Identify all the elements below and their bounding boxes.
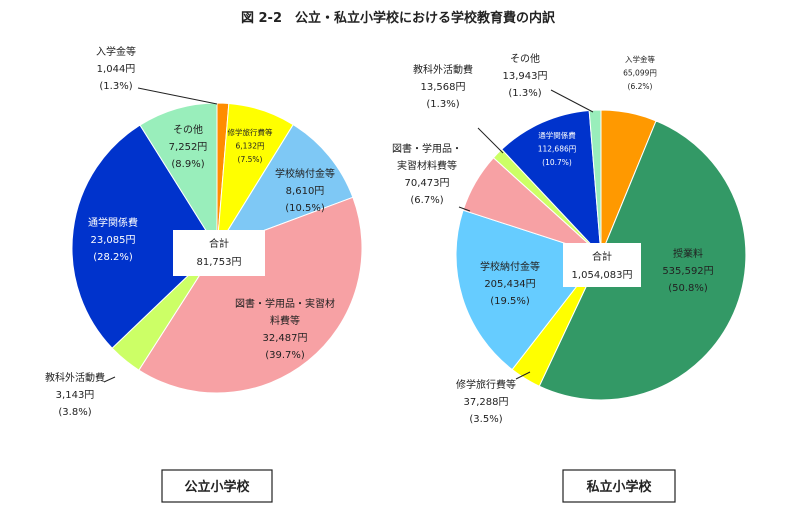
slice-label: その他 7,252円 (8.9%)	[169, 123, 208, 170]
slice-label-line: 修学旅行費等	[228, 127, 273, 137]
slice-label-line: 32,487円	[263, 333, 308, 344]
slice-label-line: 実習材料費等	[397, 159, 457, 172]
slice-label-line: 授業料	[673, 247, 703, 260]
slice-label-line: (6.7%)	[410, 195, 443, 206]
total-label: 合計	[592, 250, 612, 263]
caption-box	[562, 469, 676, 503]
slice-label-line: (1.3%)	[99, 81, 132, 92]
slice-label-line: 修学旅行費等	[456, 378, 516, 391]
slice-label: 入学金等 65,099円 (6.2%)	[623, 54, 657, 91]
slice-label: 教科外活動費 13,568円 (1.3%)	[413, 63, 473, 110]
total-box	[173, 230, 265, 276]
slice-label-line: 学校納付金等	[275, 167, 335, 180]
total-box	[563, 243, 641, 287]
slice-label-line: (3.8%)	[58, 407, 91, 418]
slice-label: 入学金等 1,044円 (1.3%)	[96, 45, 136, 92]
slice-label-line: 37,288円	[464, 397, 509, 408]
slice-label-line: 13,568円	[421, 82, 466, 93]
slice-label: 修学旅行費等 37,288円 (3.5%)	[456, 378, 516, 425]
slice-label-line: 70,473円	[405, 178, 450, 189]
slice-label: 学校納付金等 8,610円 (10.5%)	[275, 167, 335, 214]
slice-label-line: (1.3%)	[426, 99, 459, 110]
figure-title: 図 2-2 公立・私立小学校における学校教育費の内訳	[241, 10, 556, 26]
slice-label-line: 図書・学用品・	[392, 142, 462, 155]
caption-box	[161, 469, 273, 503]
slice-label: 修学旅行費等 6,132円 (7.5%)	[228, 127, 273, 164]
pie-slice	[71, 124, 218, 349]
pie-slice	[139, 102, 218, 250]
total-value: 81,753円	[197, 257, 242, 268]
slice-label-line: 65,099円	[623, 69, 657, 78]
slice-label-line: 料費等	[270, 314, 300, 327]
slice-label-line: (8.9%)	[171, 159, 204, 170]
slice-label-line: 学校納付金等	[480, 260, 540, 273]
slice-label: 教科外活動費 3,143円 (3.8%)	[45, 371, 105, 418]
slice-label: 通学関係費 23,085円 (28.2%)	[88, 216, 138, 263]
slice-label-line: 教科外活動費	[45, 371, 105, 384]
leader-line	[550, 89, 594, 113]
slice-label: 通学関係費 112,686円 (10.7%)	[538, 130, 577, 167]
slice-label-line: 535,592円	[662, 266, 713, 277]
leader-line	[137, 87, 218, 105]
slice-label-line: 23,085円	[91, 235, 136, 246]
slice-label-line: (10.5%)	[285, 203, 325, 214]
leader-line	[515, 371, 531, 380]
slice-label-line: 13,943円	[503, 71, 548, 82]
slice-label-line: (50.8%)	[668, 283, 708, 294]
slice-label-line: (19.5%)	[490, 296, 530, 307]
chart-caption: 私立小学校	[586, 479, 652, 495]
slice-label-line: 入学金等	[625, 54, 655, 64]
slice-label-line: その他	[173, 123, 203, 136]
slice-label-line: 7,252円	[169, 142, 208, 153]
slice-label-line: (6.2%)	[628, 82, 653, 91]
slice-label-line: 6,132円	[236, 142, 265, 151]
total-label: 合計	[209, 237, 229, 250]
pie-slice	[538, 120, 747, 401]
slice-label-line: (7.5%)	[238, 155, 263, 164]
slice-label-line: (3.5%)	[469, 414, 502, 425]
slice-label-line: 図書・学用品・実習材	[235, 297, 335, 310]
slice-label-line: 112,686円	[538, 145, 577, 154]
slice-label-line: (1.3%)	[508, 88, 541, 99]
slice-label-line: (28.2%)	[93, 252, 133, 263]
slice-label-line: 1,044円	[97, 64, 136, 75]
leader-line	[103, 376, 116, 383]
slice-label-line: 8,610円	[286, 186, 325, 197]
total-value: 1,054,083円	[572, 270, 633, 281]
slice-label-line: 通学関係費	[538, 130, 576, 140]
slice-label: その他 13,943円 (1.3%)	[503, 52, 548, 99]
leader-line	[458, 206, 471, 212]
slice-label-line: 通学関係費	[88, 216, 138, 229]
pie-slice	[138, 196, 363, 394]
slice-label-line: (10.7%)	[542, 158, 572, 167]
leader-line	[477, 127, 504, 154]
pie-slice	[501, 109, 602, 257]
slice-label: 図書・学用品・実習材料費等 32,487円 (39.7%)	[235, 297, 335, 361]
chart-caption: 公立小学校	[184, 479, 250, 495]
slice-label-line: 教科外活動費	[413, 63, 473, 76]
slice-label-line: (39.7%)	[265, 350, 305, 361]
slice-label-line: 205,434円	[484, 279, 535, 290]
slice-label: 授業料 535,592円 (50.8%)	[662, 247, 713, 294]
slice-label-line: その他	[510, 52, 540, 65]
private-school-chart: 入学金等 65,099円 (6.2%) 授業料 535,592円 (50.8%) 修学旅行費…	[392, 52, 747, 503]
slice-label: 学校納付金等 205,434円 (19.5%)	[480, 260, 540, 307]
slice-label: 図書・学用品・実習材料費等 70,473円 (6.7%)	[392, 142, 462, 206]
slice-label-line: 3,143円	[56, 390, 95, 401]
pie-slice	[215, 123, 354, 249]
slice-label-line: 入学金等	[96, 45, 136, 58]
public-school-chart: 入学金等 1,044円 (1.3%) 修学旅行費等 6,132円 (7.5%) 学校納付金等…	[45, 45, 363, 503]
